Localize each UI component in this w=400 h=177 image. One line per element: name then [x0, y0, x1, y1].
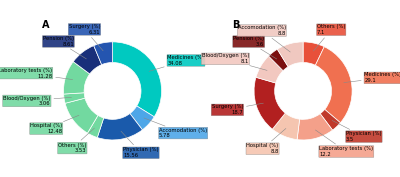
Text: Laboratory tests (%)
11.28: Laboratory tests (%) 11.28 [0, 68, 73, 79]
Text: Others (%)
3.53: Others (%) 3.53 [58, 128, 94, 153]
Wedge shape [94, 42, 112, 65]
Text: Pension (%)
3.6: Pension (%) 3.6 [233, 36, 277, 59]
Text: Physician (%)
3.5: Physician (%) 3.5 [332, 120, 382, 142]
Wedge shape [97, 113, 142, 140]
Wedge shape [256, 56, 283, 83]
Wedge shape [64, 93, 85, 103]
Text: Physician (%)
15.56: Physician (%) 15.56 [121, 131, 159, 158]
Text: Blood/Oxygen (%)
8.1: Blood/Oxygen (%) 8.1 [202, 53, 267, 70]
Text: Blood/Oxygen (%)
3.06: Blood/Oxygen (%) 3.06 [3, 96, 72, 106]
Text: B: B [232, 20, 239, 30]
Text: A: A [42, 20, 49, 30]
Wedge shape [303, 42, 324, 65]
Text: Medicines (%)
34.08: Medicines (%) 34.08 [149, 55, 204, 71]
Text: Laboratory tests (%)
12.2: Laboratory tests (%) 12.2 [315, 130, 374, 157]
Wedge shape [65, 98, 98, 133]
Wedge shape [277, 42, 303, 67]
Text: Surgery (%)
18.7: Surgery (%) 18.7 [212, 103, 264, 115]
Wedge shape [315, 47, 352, 123]
Wedge shape [254, 77, 285, 129]
Text: Accomodation (%)
5.78: Accomodation (%) 5.78 [144, 118, 207, 138]
Wedge shape [320, 109, 340, 130]
Wedge shape [64, 62, 90, 94]
Wedge shape [269, 49, 288, 71]
Text: Hospital (%)
12.48: Hospital (%) 12.48 [30, 115, 79, 134]
Wedge shape [130, 106, 154, 130]
Text: Surgery (%)
6.31: Surgery (%) 6.31 [69, 24, 103, 51]
Wedge shape [297, 114, 332, 140]
Text: Hospital (%)
8.8: Hospital (%) 8.8 [246, 129, 286, 154]
Text: Medicines (%)
29.1: Medicines (%) 29.1 [344, 73, 400, 83]
Text: Others (%)
7.1: Others (%) 7.1 [314, 24, 346, 51]
Wedge shape [73, 46, 102, 74]
Wedge shape [112, 42, 162, 117]
Text: Pension (%)
8.61: Pension (%) 8.61 [43, 36, 86, 59]
Text: Accomodation (%)
8.8: Accomodation (%) 8.8 [238, 25, 290, 52]
Wedge shape [88, 115, 104, 138]
Wedge shape [272, 113, 300, 140]
